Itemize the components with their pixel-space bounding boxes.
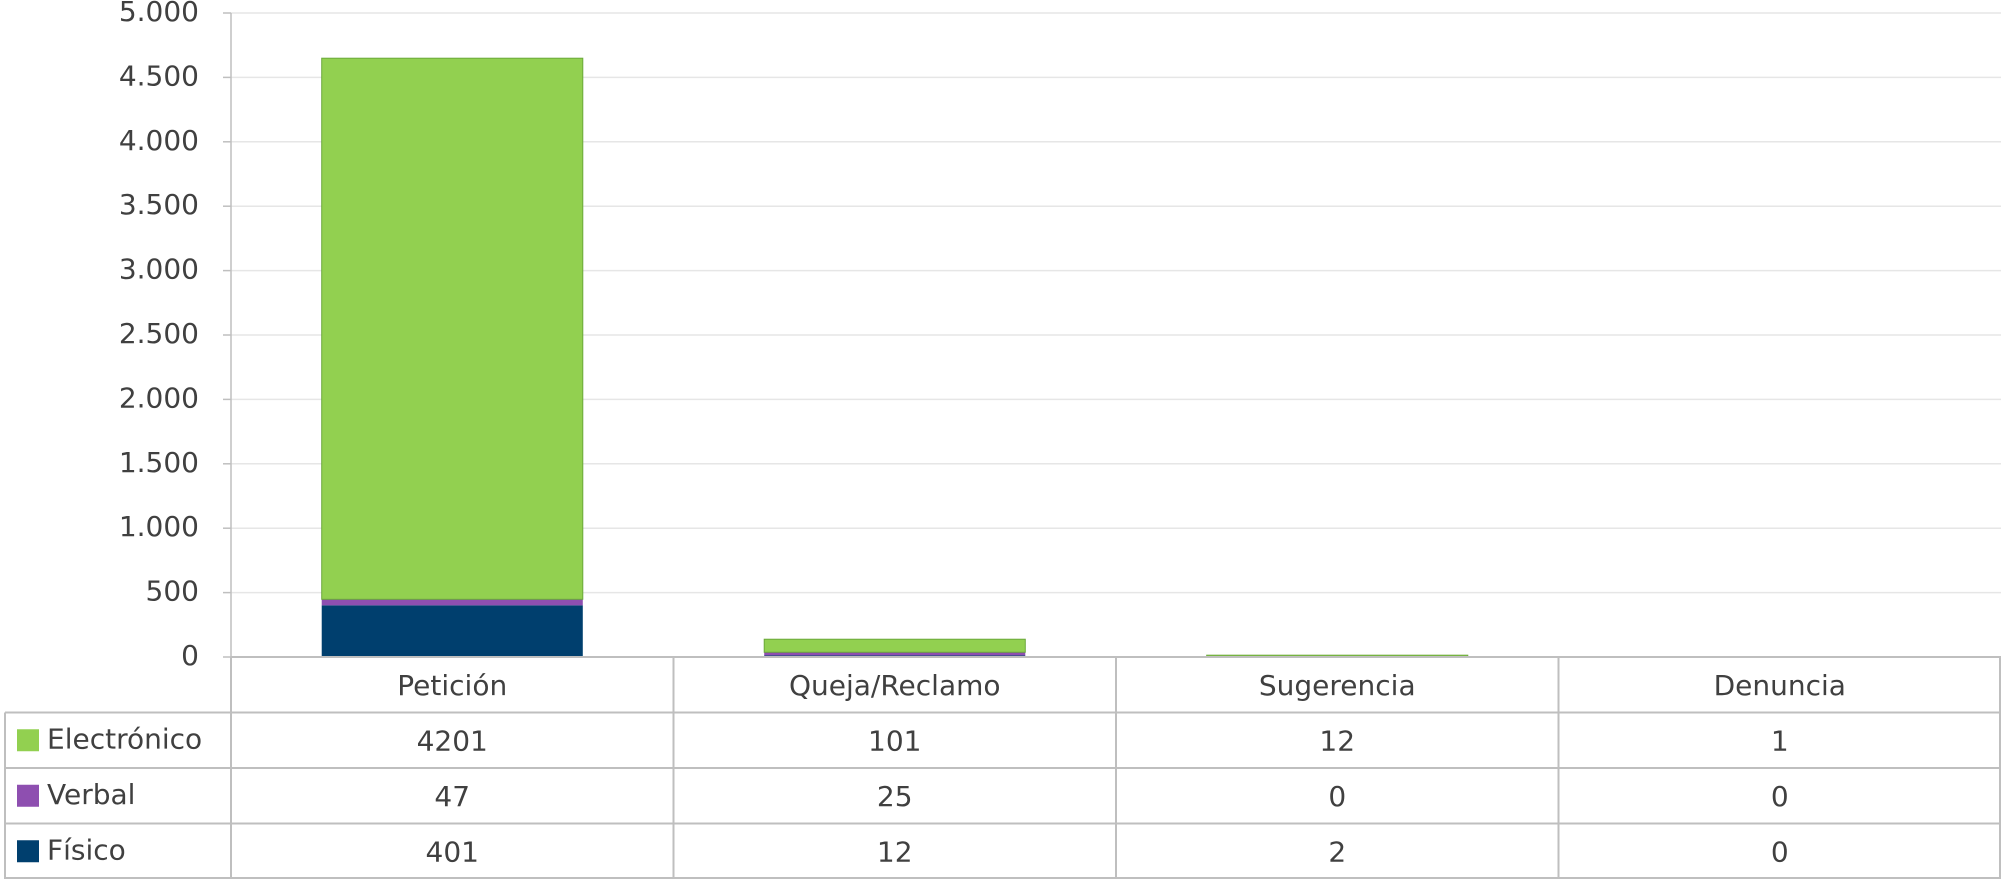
y-tick-label: 1.500	[119, 446, 199, 479]
table-cell: 2	[1328, 835, 1346, 868]
x-tick-label: Sugerencia	[1259, 669, 1416, 702]
table-cell: 47	[434, 780, 470, 813]
table-cell: 12	[1319, 724, 1355, 757]
bar-segment	[763, 638, 1026, 653]
y-tick-label: 0	[181, 639, 199, 672]
table-cell: 0	[1771, 835, 1789, 868]
table-cell: 101	[868, 724, 921, 757]
table-cell: 0	[1771, 780, 1789, 813]
table-cell: 401	[426, 835, 479, 868]
bar-segment	[321, 605, 583, 657]
y-tick-label: 4.500	[119, 59, 199, 92]
y-tick-label: 3.000	[119, 253, 199, 286]
y-tick-label: 2.000	[119, 381, 199, 414]
legend-swatch	[17, 729, 39, 752]
table-cell: 25	[877, 780, 913, 813]
legend-label: Verbal	[47, 778, 135, 811]
bar-segment	[321, 599, 583, 606]
table-cell: 4201	[417, 724, 488, 757]
x-tick-label: Denuncia	[1714, 669, 1846, 702]
bar-segment	[764, 652, 1026, 656]
y-tick-label: 1.000	[119, 510, 199, 543]
x-tick-label: Queja/Reclamo	[789, 669, 1001, 702]
bar-segment	[321, 57, 584, 600]
legend-label: Físico	[47, 833, 126, 866]
legend-swatch	[17, 784, 39, 807]
y-tick-label: 5.000	[119, 0, 199, 28]
table-cell: 1	[1771, 724, 1789, 757]
y-tick-label: 4.000	[119, 124, 199, 157]
table-cell: 0	[1328, 780, 1346, 813]
y-tick-label: 500	[146, 575, 199, 608]
table-cell: 12	[877, 835, 913, 868]
x-tick-label: Petición	[397, 669, 507, 702]
y-tick-label: 3.500	[119, 188, 199, 221]
legend-label: Electrónico	[47, 722, 202, 755]
legend-swatch	[17, 840, 39, 863]
y-tick-label: 2.500	[119, 317, 199, 350]
